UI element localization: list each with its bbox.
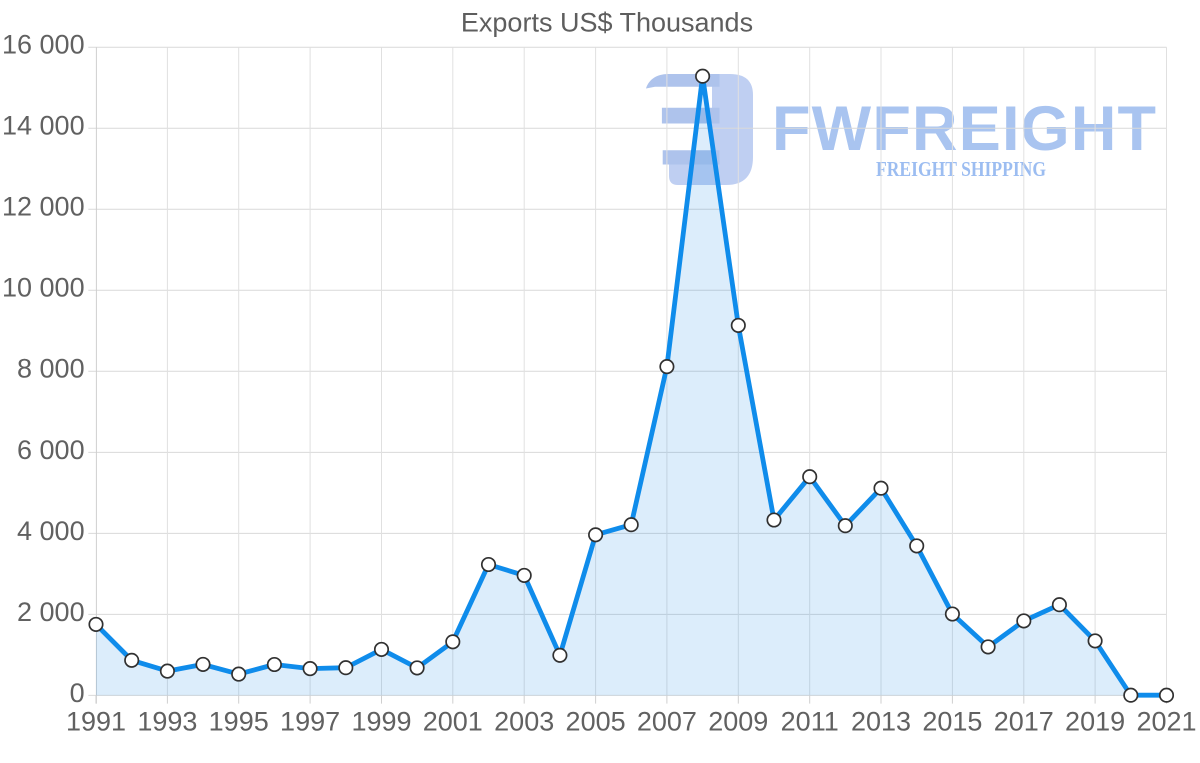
svg-text:2003: 2003 [494, 707, 554, 737]
svg-text:2017: 2017 [994, 707, 1054, 737]
svg-text:1997: 1997 [280, 707, 340, 737]
svg-text:2001: 2001 [423, 707, 483, 737]
svg-text:2019: 2019 [1065, 707, 1125, 737]
svg-text:8 000: 8 000 [17, 354, 85, 384]
svg-text:2015: 2015 [922, 707, 982, 737]
svg-text:2 000: 2 000 [17, 597, 85, 627]
svg-text:2013: 2013 [851, 707, 911, 737]
svg-text:2021: 2021 [1136, 707, 1196, 737]
svg-text:2011: 2011 [781, 707, 839, 737]
svg-text:FWFREIGHT: FWFREIGHT [772, 94, 1157, 164]
svg-text:2009: 2009 [708, 707, 768, 737]
svg-text:2007: 2007 [637, 707, 697, 737]
svg-text:1999: 1999 [351, 707, 411, 737]
svg-text:Exports US$ Thousands: Exports US$ Thousands [461, 7, 753, 37]
svg-text:16 000: 16 000 [2, 30, 85, 60]
svg-text:FREIGHT SHIPPING: FREIGHT SHIPPING [876, 157, 1046, 181]
svg-text:14 000: 14 000 [2, 111, 85, 141]
svg-text:2005: 2005 [566, 707, 626, 737]
svg-text:0: 0 [70, 678, 85, 708]
svg-text:1993: 1993 [137, 707, 197, 737]
svg-text:1995: 1995 [209, 707, 269, 737]
svg-text:12 000: 12 000 [2, 192, 85, 222]
svg-text:1991: 1991 [66, 707, 126, 737]
svg-text:6 000: 6 000 [17, 435, 85, 465]
svg-text:10 000: 10 000 [2, 273, 85, 303]
svg-text:4 000: 4 000 [17, 516, 85, 546]
